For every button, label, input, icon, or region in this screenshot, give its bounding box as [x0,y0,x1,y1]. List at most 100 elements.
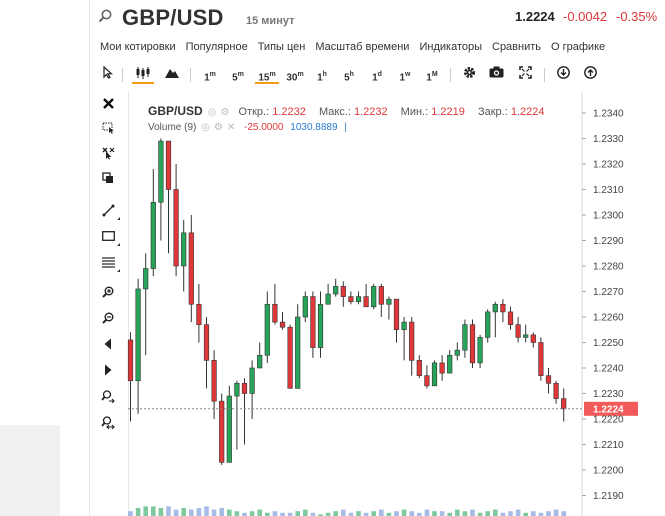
candle-body [310,296,316,348]
download-icon[interactable] [556,66,570,84]
volume-eye-icon[interactable]: ◎ [201,122,210,133]
volume-remove-icon[interactable]: ✕ [226,122,236,133]
timeframe-1m[interactable]: 1m [204,71,216,84]
scroll-left-icon[interactable] [100,336,116,352]
volume-bar [561,511,566,516]
timeframe-1M[interactable]: 1M [426,71,438,84]
chart-menu: Мои котировки Популярное Типы цен Масшта… [90,38,665,58]
y-tick-label: 1.2240 [593,364,624,375]
candle-body [492,303,498,313]
timeframe-1d[interactable]: 1d [372,71,382,84]
chart-plot-area[interactable] [128,92,665,516]
y-tick-label: 1.2230 [593,389,624,400]
volume-settings-icon[interactable]: ⚙ [213,122,223,133]
symbol-title: GBP/USD [122,5,224,30]
volume-bar [553,509,559,516]
interval-label: 15 минут [246,15,295,27]
candle-body [523,334,529,338]
volume-bar [493,509,498,516]
volume-bar [386,512,392,516]
volume-bar [348,512,354,516]
menu-indicators[interactable]: Индикаторы [419,41,482,53]
candle-body [257,354,263,369]
candles-icon[interactable] [132,66,154,84]
candle-body [469,324,476,364]
candle-body [196,303,202,325]
gear-icon[interactable] [462,66,476,84]
volume-bar [363,512,369,516]
zoom-in-icon[interactable] [100,284,116,300]
candlestick-chart[interactable]: 1.2224 1.2340 1.2330 1.2320 1.2310 1.2300 1.2… [90,0,665,516]
y-tick-label: 1.2260 [593,313,624,324]
menu-compare[interactable]: Сравнить [492,41,542,53]
zoom-range-icon[interactable] [100,388,116,404]
reset-zoom-icon[interactable] [100,414,116,430]
timeframe-1w[interactable]: 1w [399,71,411,84]
timeframe-15m[interactable]: 15m [255,66,279,84]
volume-bar [234,511,240,516]
trendline-icon[interactable] [100,202,120,220]
y-tick-label: 1.2280 [593,262,624,273]
chart-toolbar: 1m 5m 15m 30m 1h 5h 1d 1w 1M [90,62,665,88]
menu-my-quotes[interactable]: Мои котировки [100,41,176,53]
select-box-icon[interactable] [100,120,116,136]
volume-bar [189,509,194,516]
delete-drawings-icon[interactable] [100,145,116,161]
candle-body [363,296,369,308]
volume-bar [219,508,224,516]
search-icon[interactable] [98,9,112,23]
candle-body [561,398,567,410]
upload-icon[interactable] [583,66,597,84]
candle-body [272,303,278,323]
close-icon[interactable] [100,95,116,111]
timeframe-1h[interactable]: 1h [317,71,327,84]
high-label: Макс.: [318,106,351,118]
rectangle-icon[interactable] [100,228,120,246]
volume-bar [485,511,490,516]
candle-body [424,375,430,387]
volume-bar [477,512,483,516]
candle-body [545,375,552,384]
candle-body [485,311,491,338]
high-value: 1.2232 [353,106,388,118]
volume-bar [257,509,262,516]
drawing-tools [90,92,128,516]
camera-icon[interactable] [488,66,504,84]
clone-icon[interactable] [100,170,116,186]
candle-body [127,339,134,382]
mountain-icon[interactable] [164,66,180,84]
volume-bar [204,506,209,516]
eye-icon[interactable]: ◎ [207,107,217,118]
candle-body [447,354,453,374]
candle-body [173,189,179,267]
fib-lines-icon[interactable] [100,254,120,272]
candle-body [302,296,308,318]
fullscreen-icon[interactable] [518,66,532,84]
scroll-right-icon[interactable] [100,362,116,378]
zoom-out-icon[interactable] [100,310,116,326]
timeframe-30m[interactable]: 30m [286,71,304,84]
candle-body [295,316,301,389]
settings-small-icon[interactable]: ⚙ [220,107,230,118]
candle-body [378,286,384,305]
menu-price-types[interactable]: Типы цен [257,41,306,53]
candle-body [416,360,422,376]
candle-body [386,298,392,305]
volume-bar [295,511,300,516]
candle-body [371,286,377,308]
menu-about-chart[interactable]: О графике [551,41,606,53]
candle-body [150,201,156,269]
menu-time-scale[interactable]: Масштаб времени [315,41,410,53]
timeframe-5m[interactable]: 5m [232,71,244,84]
volume-bar [318,514,323,516]
cursor-icon[interactable] [101,65,115,84]
menu-popular[interactable]: Популярное [185,41,248,53]
y-tick-label: 1.2330 [593,134,624,145]
candle-body [325,293,331,305]
price-change-percent: -0.35% [616,9,658,24]
y-tick-label: 1.2300 [593,211,624,222]
timeframe-5h[interactable]: 5h [344,71,354,84]
y-tick-label: 1.2340 [593,109,624,120]
open-label: Откр.: [238,106,270,118]
volume-bar [371,511,376,516]
